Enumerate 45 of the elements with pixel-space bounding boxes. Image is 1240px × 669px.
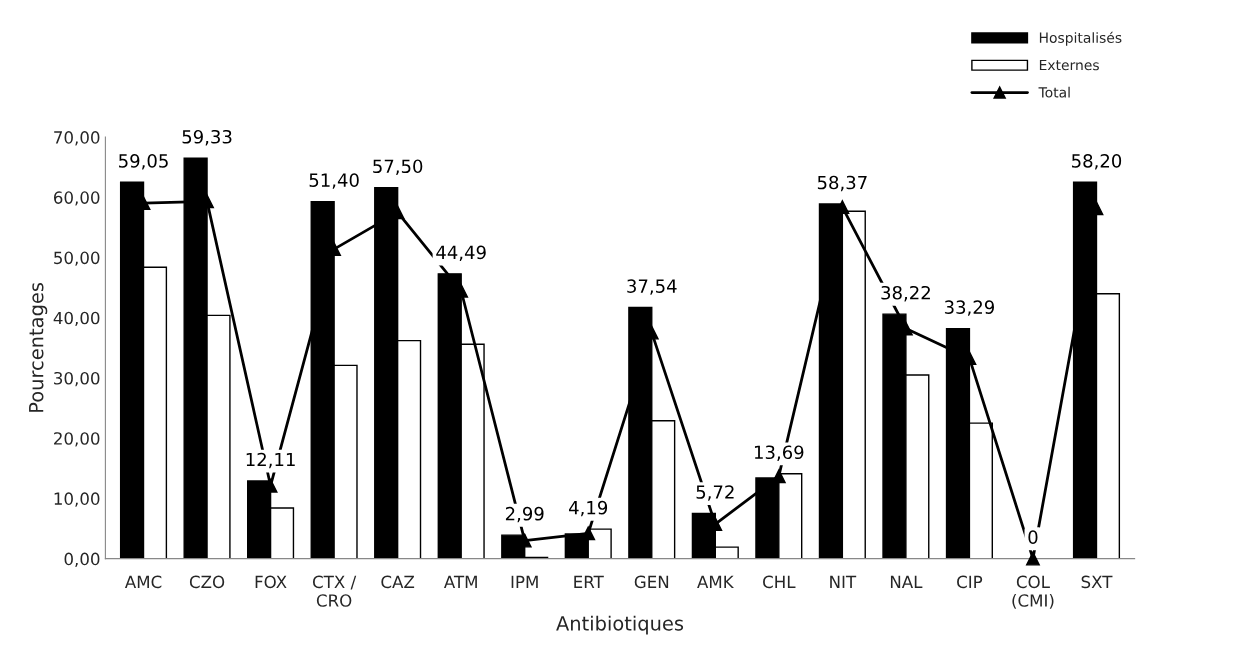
legend-label: Hospitalisés xyxy=(1039,31,1122,46)
data-label: 58,20 xyxy=(1072,154,1122,170)
x-tick-label: ATM xyxy=(443,575,477,588)
data-label: 59,33 xyxy=(182,129,232,146)
y-tick-label: 0,00 xyxy=(64,552,100,567)
x-tick-label: ERT xyxy=(574,575,604,588)
x-tick-label: CAZ xyxy=(381,575,415,589)
data-label: 33,29 xyxy=(944,300,994,316)
y-tick-label: 10,00 xyxy=(54,492,100,507)
x-tick-label: NAL xyxy=(890,575,923,588)
x-tick-label: AMC xyxy=(124,575,162,589)
x-tick-label: CHL xyxy=(763,575,796,589)
y-tick-label: 30,00 xyxy=(54,371,100,387)
data-label: 13,69 xyxy=(754,445,804,461)
x-tick-label: SXT xyxy=(1081,575,1113,589)
y-tick-label: 40,00 xyxy=(53,311,100,327)
x-tick-label: CZO xyxy=(189,575,225,589)
data-label: 57,50 xyxy=(373,159,423,175)
x-tick-label: GEN xyxy=(634,575,669,589)
x-tick-label: AMK xyxy=(697,575,734,588)
y-tick-label: 50,00 xyxy=(54,251,100,266)
x-tick-label: NIT xyxy=(830,575,857,588)
data-label: 4,19 xyxy=(569,500,608,517)
data-label: 5,72 xyxy=(696,485,734,501)
y-tick-label: 70,00 xyxy=(54,131,100,146)
data-label: 2,99 xyxy=(505,506,544,523)
data-label: 37,54 xyxy=(627,279,677,295)
x-axis-title: Antibiotiques xyxy=(556,615,684,635)
x-tick-label: CTX / CRO xyxy=(312,575,357,607)
y-tick-label: 20,00 xyxy=(54,432,100,447)
y-tick-label: 60,00 xyxy=(53,191,100,206)
y-axis-title: Pourcentages xyxy=(29,282,48,412)
data-label: 51,40 xyxy=(309,173,359,189)
legend-label: Externes xyxy=(1039,59,1099,71)
legend-label: Total xyxy=(1038,86,1070,98)
data-label: 12,11 xyxy=(246,452,295,469)
x-tick-label: COL (CMI) xyxy=(1012,575,1054,609)
data-label: 58,37 xyxy=(817,175,867,192)
x-tick-label: IPM xyxy=(511,575,538,588)
x-tick-label: FOX xyxy=(255,575,287,589)
data-label: 38,22 xyxy=(881,285,930,302)
x-tick-label: CIP xyxy=(957,575,983,589)
data-label: 0 xyxy=(1028,530,1038,545)
data-label: 59,05 xyxy=(119,154,168,170)
data-label: 44,49 xyxy=(436,245,486,262)
